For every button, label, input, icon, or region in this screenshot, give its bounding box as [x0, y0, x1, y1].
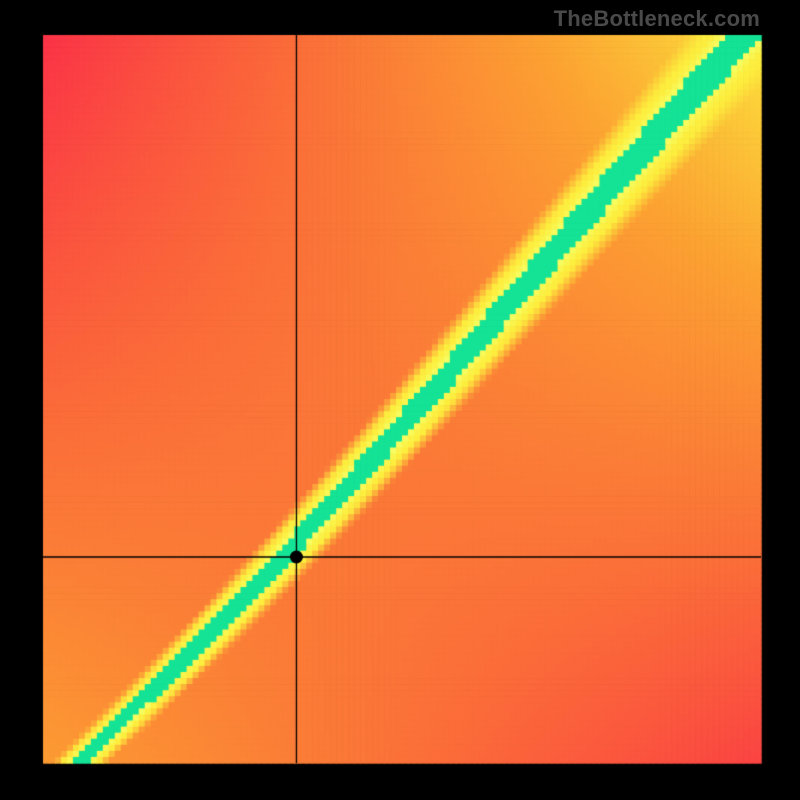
chart-root: TheBottleneck.com: [0, 0, 800, 800]
attribution-label: TheBottleneck.com: [554, 6, 760, 32]
bottleneck-heatmap-canvas: [0, 0, 800, 800]
